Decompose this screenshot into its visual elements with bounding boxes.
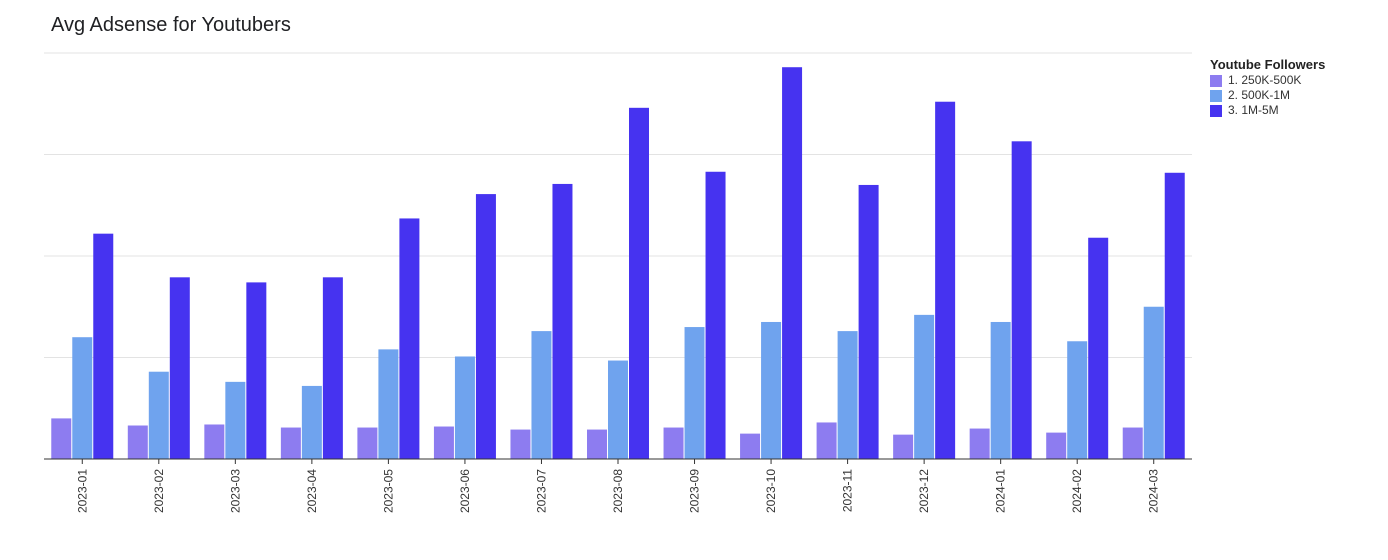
x-tick-label: 2023-06 (458, 469, 472, 513)
bar-2023-12-series-3[interactable] (935, 101, 956, 459)
x-tick-label: 2023-01 (75, 469, 89, 513)
x-tick-label: 2023-08 (611, 469, 625, 513)
x-tick-label: 2024-02 (1070, 469, 1084, 513)
legend: Youtube Followers 1. 250K-500K 2. 500K-1… (1210, 57, 1325, 118)
bar-2023-05-series-2[interactable] (378, 349, 399, 459)
x-tick-label: 2023-12 (917, 469, 931, 513)
bar-2023-02-series-1[interactable] (127, 425, 148, 459)
bar-2024-01-series-3[interactable] (1011, 141, 1032, 459)
x-tick-label: 2023-09 (688, 469, 702, 513)
bar-2023-06-series-1[interactable] (433, 426, 454, 459)
bar-2023-05-series-3[interactable] (399, 218, 420, 459)
x-tick-label: 2023-10 (764, 469, 778, 513)
bar-2023-11-series-1[interactable] (816, 422, 837, 459)
bar-2023-10-series-3[interactable] (782, 67, 803, 460)
bar-2024-02-series-3[interactable] (1088, 237, 1109, 459)
bar-2023-08-series-3[interactable] (629, 107, 649, 459)
bar-2023-01-series-2[interactable] (72, 337, 93, 459)
bar-2023-07-series-2[interactable] (531, 331, 552, 459)
bar-2023-12-series-2[interactable] (914, 314, 935, 459)
legend-swatch-500k-1m (1210, 89, 1222, 102)
legend-item-500k-1m[interactable]: 2. 500K-1M (1210, 88, 1325, 103)
x-tick-label: 2023-02 (152, 469, 166, 513)
bar-2023-01-series-3[interactable] (93, 233, 114, 459)
x-tick-label: 2023-03 (228, 469, 242, 513)
bar-2023-08-series-1[interactable] (587, 429, 607, 459)
x-tick-label: 2023-11 (841, 469, 855, 512)
legend-item-1m-5m[interactable]: 3. 1M-5M (1210, 103, 1325, 118)
bar-2023-09-series-2[interactable] (684, 327, 705, 459)
bar-2023-11-series-3[interactable] (858, 184, 879, 459)
bar-2024-03-series-3[interactable] (1164, 172, 1185, 459)
bar-2023-07-series-3[interactable] (552, 183, 573, 459)
legend-swatch-1m-5m (1210, 104, 1222, 117)
x-tick-label: 2023-07 (534, 469, 548, 513)
legend-item-250k-500k[interactable]: 1. 250K-500K (1210, 73, 1325, 88)
legend-title: Youtube Followers (1210, 57, 1326, 72)
bar-2023-03-series-1[interactable] (204, 424, 225, 459)
x-tick-label: 2024-01 (994, 469, 1008, 513)
legend-label: 1. 250K-500K (1228, 73, 1302, 87)
bar-2023-07-series-1[interactable] (510, 429, 531, 459)
chart-title: Avg Adsense for Youtubers (51, 14, 291, 36)
bar-2023-08-series-2[interactable] (608, 360, 628, 459)
bar-2023-06-series-2[interactable] (454, 356, 475, 459)
legend-swatch-250k-500k (1210, 74, 1222, 87)
x-tick-label: 2023-05 (381, 469, 395, 513)
bar-2023-09-series-3[interactable] (705, 171, 726, 459)
bar-2023-10-series-2[interactable] (761, 321, 782, 459)
bar-2023-05-series-1[interactable] (357, 427, 378, 459)
bar-2024-02-series-2[interactable] (1067, 341, 1088, 459)
bar-2024-02-series-1[interactable] (1046, 432, 1067, 459)
bar-2023-03-series-3[interactable] (246, 282, 267, 459)
bar-2023-11-series-2[interactable] (837, 331, 858, 459)
bar-2023-12-series-1[interactable] (893, 434, 914, 459)
legend-label: 2. 500K-1M (1228, 88, 1291, 102)
x-axis: 2023-01 2023-02 2023-03 2023-04 2023-05 2023-… (44, 458, 1192, 513)
bars (51, 67, 1185, 460)
bar-2024-01-series-1[interactable] (969, 428, 990, 459)
bar-2023-02-series-2[interactable] (148, 371, 169, 459)
bar-2023-06-series-3[interactable] (475, 194, 496, 459)
bar-2024-03-series-2[interactable] (1143, 306, 1164, 459)
bar-2023-04-series-3[interactable] (322, 277, 343, 459)
bar-2024-03-series-1[interactable] (1122, 427, 1143, 459)
bar-2023-09-series-1[interactable] (663, 427, 684, 459)
bar-2023-01-series-1[interactable] (51, 418, 72, 459)
bar-2023-04-series-2[interactable] (301, 385, 322, 459)
bar-2023-02-series-3[interactable] (169, 277, 190, 459)
bar-2023-04-series-1[interactable] (280, 427, 301, 459)
bar-2024-01-series-2[interactable] (990, 321, 1011, 459)
legend-label: 3. 1M-5M (1228, 103, 1279, 117)
x-tick-label: 2023-04 (305, 469, 319, 513)
bar-2023-03-series-2[interactable] (225, 381, 246, 459)
bar-2023-10-series-1[interactable] (740, 433, 761, 459)
x-tick-label: 2024-03 (1147, 469, 1161, 513)
